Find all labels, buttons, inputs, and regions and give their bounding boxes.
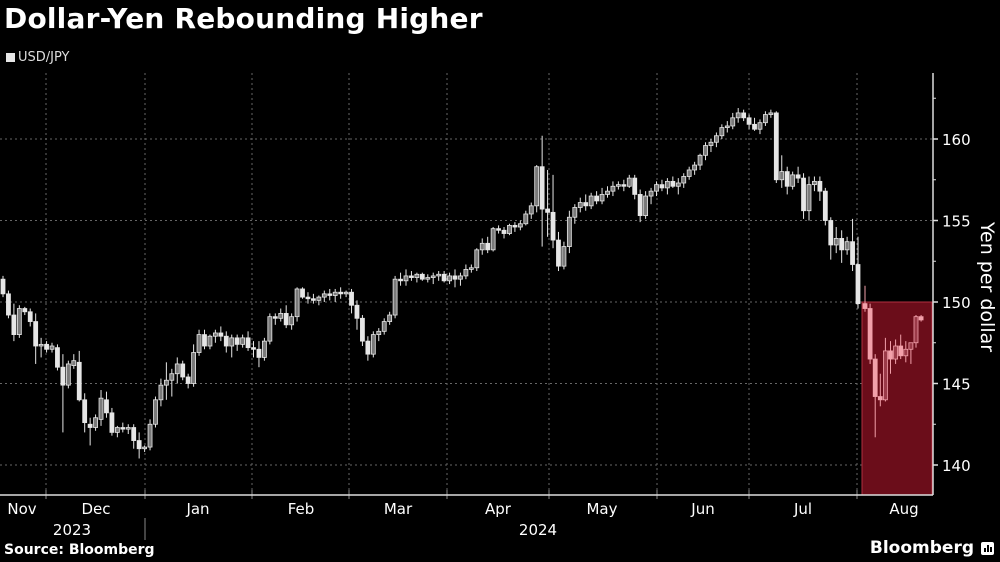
- svg-text:Jan: Jan: [185, 500, 209, 518]
- svg-text:Apr: Apr: [485, 500, 512, 518]
- svg-text:Mar: Mar: [384, 500, 413, 518]
- legend-swatch-usdjpy: [6, 53, 15, 62]
- svg-text:Feb: Feb: [288, 500, 315, 518]
- svg-text:2024: 2024: [519, 521, 557, 539]
- source-note: Source: Bloomberg: [4, 542, 155, 558]
- svg-text:Jul: Jul: [793, 500, 812, 518]
- axes: [0, 73, 938, 540]
- chart-icon: [981, 542, 994, 555]
- svg-text:Jun: Jun: [690, 500, 714, 518]
- svg-text:150: 150: [942, 294, 971, 312]
- svg-text:2023: 2023: [53, 521, 91, 539]
- svg-text:May: May: [586, 500, 617, 518]
- y-axis-labels: 140 145 150 155 160: [942, 131, 971, 475]
- y-axis-title: Yen per dollar: [976, 221, 998, 353]
- highlight-region: [861, 301, 933, 496]
- brand-logo-text: Bloomberg: [869, 538, 974, 558]
- svg-text:Aug: Aug: [889, 500, 918, 518]
- chart-title: Dollar-Yen Rebounding Higher: [4, 2, 483, 35]
- svg-text:145: 145: [942, 376, 971, 394]
- candles-highlighted-august: [862, 285, 924, 438]
- svg-text:Nov: Nov: [7, 500, 36, 518]
- legend-label-usdjpy: USD/JPY: [18, 50, 70, 65]
- svg-text:160: 160: [942, 131, 971, 149]
- candles-series-usdjpy: [0, 108, 861, 459]
- svg-text:Dec: Dec: [81, 500, 110, 518]
- gridlines: [0, 73, 933, 495]
- svg-text:140: 140: [942, 457, 971, 475]
- legend: USD/JPY: [6, 50, 70, 65]
- x-axis-labels: Nov Dec Jan Feb Mar Apr May Jun Jul Aug 2023 2024: [7, 500, 918, 539]
- svg-text:155: 155: [942, 213, 971, 231]
